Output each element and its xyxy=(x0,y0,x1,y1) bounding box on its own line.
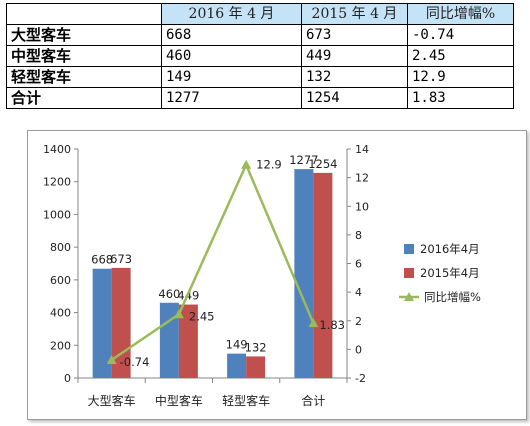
row-label: 轻型客车 xyxy=(6,66,162,88)
y-left-tick-label: 1400 xyxy=(43,143,71,156)
header-2015: 2015 年 4 月 xyxy=(301,3,408,25)
y-right-tick-label: 0 xyxy=(355,343,362,356)
table-row: 合计 1277 1254 1.83 xyxy=(6,87,514,109)
bar-2016-data-label: 1277 xyxy=(289,153,318,167)
growth-point-marker xyxy=(173,309,184,319)
bar-2016 xyxy=(92,268,112,378)
growth-data-label: 1.83 xyxy=(319,318,345,332)
bar-2015 xyxy=(178,304,198,378)
bar-2016-data-label: 149 xyxy=(226,338,248,352)
growth-point-marker xyxy=(308,318,319,328)
growth-point-marker xyxy=(106,354,117,364)
growth-data-label: -0.74 xyxy=(120,355,150,369)
cell-2016: 460 xyxy=(161,45,302,67)
cell-growth: -0.74 xyxy=(407,24,514,46)
cell-growth: 1.83 xyxy=(407,87,514,109)
legend-swatch-2015 xyxy=(404,268,414,278)
growth-line xyxy=(110,161,315,362)
y-left-tick-label: 1200 xyxy=(43,176,71,189)
chart-frame: 0 200 400 600 800 1000 1200 1400 -2 0 2 4 6 8 10 12 14 大型… xyxy=(27,130,527,420)
bar-2015-data-label: 132 xyxy=(245,340,267,354)
bar-2015-data-label: 1254 xyxy=(308,157,337,171)
table-row: 轻型客车 149 132 12.9 xyxy=(6,66,514,88)
y-left-tick-label: 400 xyxy=(50,307,71,320)
cell-2015: 132 xyxy=(301,66,408,88)
bar-2015 xyxy=(246,356,266,378)
growth-data-label: 2.45 xyxy=(189,309,215,323)
y-right-tick-label: 6 xyxy=(355,258,362,271)
legend-marker-growth xyxy=(404,292,414,301)
growth-point-marker xyxy=(241,159,252,169)
y-right-tick-label: 2 xyxy=(355,315,362,328)
cell-2016: 1277 xyxy=(161,87,302,109)
cell-2015: 1254 xyxy=(301,87,408,109)
y-right-tick-label: 10 xyxy=(355,200,369,213)
y-left-tick-label: 800 xyxy=(50,241,71,254)
bar-2016-data-label: 460 xyxy=(158,287,180,301)
table-row: 大型客车 668 673 -0.74 xyxy=(6,24,514,46)
row-label: 中型客车 xyxy=(6,45,162,67)
bar-2015-data-label: 673 xyxy=(110,252,132,266)
x-tick-label: 大型客车 xyxy=(88,393,136,408)
row-label: 合计 xyxy=(6,87,162,109)
cell-growth: 2.45 xyxy=(407,45,514,67)
bar-2015 xyxy=(313,172,333,378)
y-left-tick-label: 200 xyxy=(50,339,71,352)
y-right-tick-label: 4 xyxy=(355,286,362,299)
growth-data-label: 12.9 xyxy=(256,158,282,172)
cell-2016: 149 xyxy=(161,66,302,88)
legend-label-growth: 同比增幅% xyxy=(424,290,481,304)
bar-2016 xyxy=(159,302,179,378)
legend-swatch-2016 xyxy=(404,244,414,254)
y-right-tick-label: -2 xyxy=(355,372,366,385)
cell-2015: 449 xyxy=(301,45,408,67)
legend-label-2016: 2016年4月 xyxy=(420,242,480,256)
legend-label-2015: 2015年4月 xyxy=(420,266,480,280)
table-header-row: 2016 年 4 月 2015 年 4 月 同比增幅% xyxy=(6,3,514,25)
y-left-tick-label: 600 xyxy=(50,274,71,287)
header-corner xyxy=(6,3,162,25)
table-row: 中型客车 460 449 2.45 xyxy=(6,45,514,67)
header-growth: 同比增幅% xyxy=(407,3,514,25)
y-right-tick-label: 8 xyxy=(355,229,362,242)
y-left-tick-label: 1000 xyxy=(43,208,71,221)
x-tick-label: 合计 xyxy=(301,393,325,408)
bar-2016 xyxy=(227,353,247,378)
data-table: 2016 年 4 月 2015 年 4 月 同比增幅% 大型客车 668 673… xyxy=(6,3,514,109)
row-label: 大型客车 xyxy=(6,24,162,46)
x-tick-label: 中型客车 xyxy=(155,393,203,408)
combo-chart: 0 200 400 600 800 1000 1200 1400 -2 0 2 4 6 8 10 12 14 大型… xyxy=(43,143,481,408)
y-right-tick-label: 12 xyxy=(355,172,369,185)
bar-2016 xyxy=(294,169,314,378)
y-right-tick-label: 14 xyxy=(355,143,369,156)
cell-growth: 12.9 xyxy=(407,66,514,88)
cell-2016: 668 xyxy=(161,24,302,46)
cell-2015: 673 xyxy=(301,24,408,46)
bar-2016-data-label: 668 xyxy=(91,253,113,267)
header-2016: 2016 年 4 月 xyxy=(161,3,302,25)
x-tick-label: 轻型客车 xyxy=(222,393,270,408)
y-left-tick-label: 0 xyxy=(64,372,71,385)
